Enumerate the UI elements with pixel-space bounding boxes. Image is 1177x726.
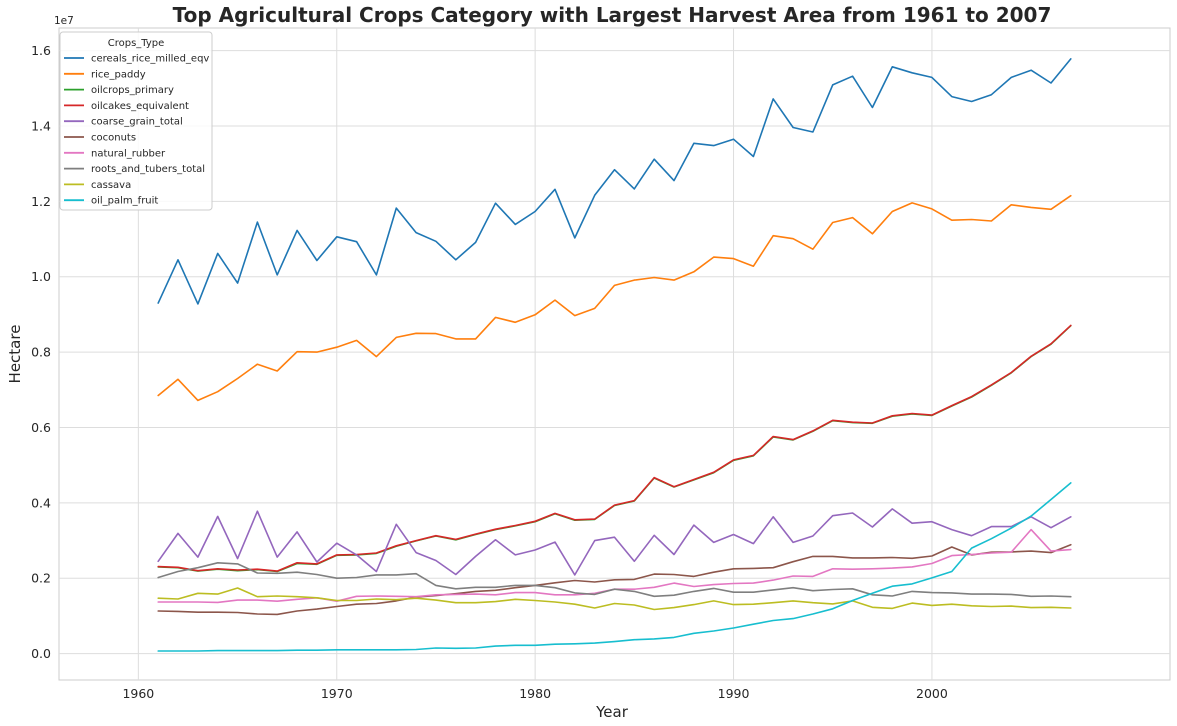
- plot-area: [58, 27, 1171, 681]
- series-line-coarse_grain_total: [157, 508, 1072, 576]
- y-tick-label: 0.6: [31, 420, 51, 435]
- legend-entry: oil_palm_fruit: [91, 196, 158, 207]
- series-line-cassava: [157, 587, 1072, 611]
- series-line-cereals_rice_milled_eqv: [157, 58, 1072, 305]
- legend-entry: coarse_grain_total: [91, 117, 183, 128]
- legend-entry: cereals_rice_milled_eqv: [91, 54, 209, 65]
- y-tick-label: 1.4: [31, 118, 51, 133]
- y-axis-offset-label: 1e7: [54, 15, 74, 27]
- legend-entry: cassava: [91, 180, 131, 191]
- legend-entry: roots_and_tubers_total: [91, 164, 205, 175]
- y-tick-label: 0.4: [31, 495, 51, 510]
- x-tick-label: 1960: [122, 686, 154, 701]
- series-lines: [157, 58, 1072, 652]
- y-tick-label: 1.0: [31, 269, 51, 284]
- legend: Crops_Type cereals_rice_milled_eqv rice_p…: [59, 31, 213, 211]
- chart-title: Top Agricultural Crops Category with Lar…: [173, 3, 1052, 27]
- x-tick-label: 1990: [718, 686, 750, 701]
- x-axis-label: Year: [595, 703, 629, 721]
- y-tick-label: 0.8: [31, 345, 51, 360]
- grid-lines: [59, 28, 1170, 680]
- y-axis-label: Hectare: [6, 325, 24, 384]
- series-line-coconuts: [157, 543, 1072, 616]
- legend-entry: rice_paddy: [91, 69, 146, 80]
- legend-entry: oilcrops_primary: [91, 85, 174, 96]
- y-tick-label: 0.0: [31, 646, 51, 661]
- x-tick-label: 1970: [321, 686, 353, 701]
- y-tick-label: 1.2: [31, 194, 51, 209]
- tick-labels: 1960 1970 1980 1990 2000 0.0 0.2 0.4 0.6 0.8 1.0 1.…: [31, 43, 948, 701]
- legend-entry: natural_rubber: [91, 148, 166, 159]
- x-tick-label: 1980: [519, 686, 551, 701]
- legend-box: [59, 31, 213, 211]
- x-tick-label: 2000: [916, 686, 948, 701]
- y-tick-label: 1.6: [31, 43, 51, 58]
- y-tick-label: 0.2: [31, 571, 51, 586]
- series-line-roots_and_tubers_total: [157, 561, 1072, 598]
- legend-entry: oilcakes_equivalent: [91, 101, 189, 112]
- legend-entry: coconuts: [91, 133, 136, 144]
- series-line-oilcakes_equivalent: [157, 324, 1072, 572]
- legend-items: cereals_rice_milled_eqv rice_paddyoilcrop…: [64, 54, 209, 207]
- series-line-rice_paddy: [157, 194, 1072, 402]
- legend-title: Crops_Type: [108, 38, 165, 49]
- series-line-oil_palm_fruit: [157, 482, 1072, 652]
